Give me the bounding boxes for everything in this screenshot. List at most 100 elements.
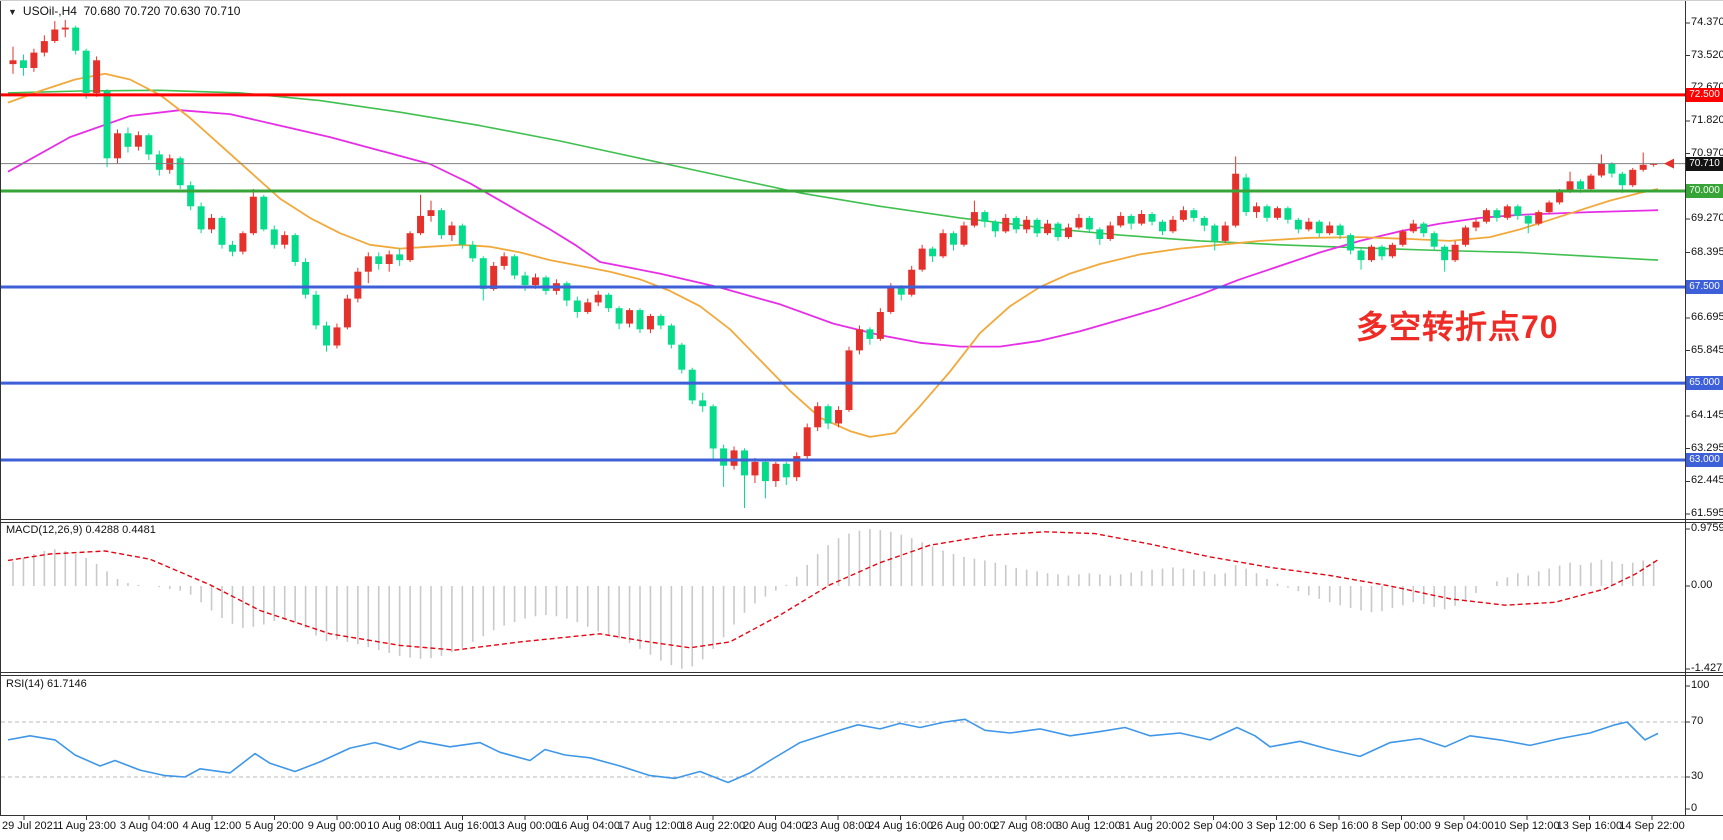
- time-axis-label: 18 Aug 22:00: [680, 820, 746, 832]
- bear-candle: [1430, 233, 1438, 247]
- bull-candle: [9, 60, 17, 65]
- bear-candle: [1524, 215, 1532, 224]
- bull-candle: [500, 256, 508, 266]
- rsi-line: [7, 718, 1659, 784]
- bear-candle: [1148, 214, 1156, 222]
- bull-candle: [239, 233, 247, 252]
- price-axis-label: 69.270: [1691, 212, 1723, 224]
- bear-candle: [981, 212, 989, 222]
- bull-candle: [845, 350, 853, 410]
- bear-candle: [302, 262, 310, 295]
- bear-candle: [19, 60, 27, 68]
- bull-candle: [114, 133, 121, 159]
- bull-candle: [1273, 208, 1281, 218]
- bull-candle: [1044, 223, 1052, 234]
- bear-candle: [291, 235, 299, 262]
- rsi-scale-label: 0: [1691, 802, 1698, 814]
- bull-candle: [1587, 175, 1595, 190]
- time-axis-label: 8 Sep 00:00: [1371, 820, 1432, 832]
- price-axis-label: 65.845: [1691, 343, 1723, 356]
- one-click-trading-dropdown-icon[interactable]: ▼: [8, 7, 17, 17]
- bear-candle: [1096, 229, 1104, 239]
- bull-candle: [918, 248, 926, 270]
- price-axis-label: 62.445: [1691, 474, 1723, 487]
- bull-candle: [835, 410, 843, 424]
- bull-candle: [1169, 219, 1177, 232]
- bear-candle: [479, 258, 487, 289]
- time-axis-label: 16 Aug 04:00: [555, 820, 620, 832]
- bull-candle: [814, 406, 822, 428]
- bull-candle: [960, 225, 968, 245]
- bull-candle: [354, 271, 362, 299]
- time-axis-label: 31 Aug 20:00: [1118, 820, 1184, 832]
- macd-scale-label: 0.9759: [1691, 522, 1723, 535]
- bear-candle: [667, 325, 675, 345]
- time-axis-label: 9 Sep 04:00: [1434, 820, 1494, 832]
- time-axis-label: 13 Aug 00:00: [492, 820, 558, 832]
- bull-candle: [876, 312, 884, 339]
- bull-candle: [364, 256, 372, 272]
- bear-candle: [375, 256, 383, 264]
- bear-candle: [1378, 246, 1386, 257]
- bull-candle: [1179, 210, 1187, 220]
- bear-candle: [260, 196, 268, 230]
- bull-candle: [1138, 214, 1146, 224]
- rsi-scale-label: 70: [1691, 715, 1704, 727]
- time-axis-label: 5 Aug 20:00: [245, 820, 304, 832]
- bear-candle: [1493, 210, 1501, 218]
- bull-candle: [1399, 231, 1407, 245]
- time-axis-label: 2 Sep 04:00: [1184, 820, 1244, 832]
- bull-candle: [134, 135, 142, 147]
- rsi-indicator-label: RSI(14) 61.7146: [6, 678, 87, 690]
- bull-candle: [1106, 225, 1114, 239]
- bull-candle: [1629, 169, 1637, 186]
- bear-candle: [187, 185, 195, 207]
- bull-candle: [1535, 212, 1543, 224]
- bear-candle: [1294, 219, 1302, 230]
- bear-candle: [82, 50, 90, 93]
- bear-candle: [950, 233, 957, 245]
- bear-candle: [782, 463, 790, 478]
- bear-candle: [469, 244, 477, 259]
- bear-candle: [312, 294, 320, 326]
- bull-candle: [333, 327, 341, 346]
- bull-candle: [772, 463, 780, 482]
- bear-candle: [176, 158, 184, 186]
- bull-candle: [626, 310, 634, 324]
- symbol-period-label: USOil-,H4: [22, 4, 77, 18]
- bull-candle: [970, 212, 978, 226]
- bear-candle: [396, 254, 404, 261]
- time-axis-label: 9 Aug 00:00: [307, 820, 367, 832]
- bull-candle: [1503, 206, 1511, 218]
- bear-candle: [1012, 217, 1020, 230]
- time-axis-label: 24 Aug 16:00: [868, 820, 934, 832]
- bear-candle: [1357, 250, 1365, 261]
- bear-candle: [1420, 223, 1428, 234]
- bull-candle: [1305, 221, 1313, 230]
- bull-candle: [1545, 202, 1553, 213]
- bear-candle: [1127, 215, 1135, 224]
- bear-candle: [1577, 181, 1584, 189]
- bull-candle: [93, 60, 101, 93]
- bull-candle: [30, 52, 38, 68]
- bull-candle: [1023, 219, 1031, 230]
- bear-candle: [563, 283, 571, 301]
- bull-candle: [1409, 223, 1417, 232]
- bull-candle: [51, 29, 59, 41]
- price-tag: 65.000: [1686, 376, 1723, 391]
- time-axis-label: 10 Sep 12:00: [1494, 820, 1560, 832]
- bull-candle: [730, 450, 738, 466]
- time-axis-label: 11 Aug 16:00: [430, 820, 495, 832]
- bull-candle: [1368, 246, 1375, 261]
- bear-candle: [124, 133, 132, 147]
- bull-candle: [1650, 163, 1658, 165]
- rsi-scale-label: 30: [1691, 770, 1704, 782]
- bear-candle: [1190, 210, 1198, 218]
- bear-candle: [72, 27, 80, 51]
- bull-candle: [490, 265, 498, 289]
- bear-candle: [1347, 235, 1355, 251]
- bull-candle: [1482, 210, 1490, 222]
- bull-candle: [1117, 215, 1125, 226]
- price-axis-label: 66.695: [1691, 310, 1723, 323]
